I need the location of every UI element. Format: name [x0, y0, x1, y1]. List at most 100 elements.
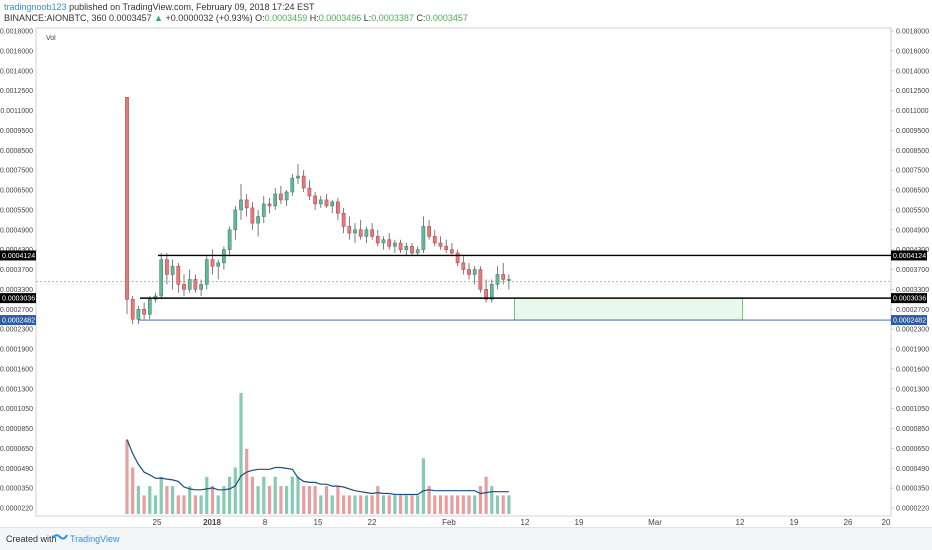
candle-body — [307, 187, 312, 197]
volume-bar — [182, 495, 186, 514]
y-tick-label-left: 0.0007500 — [0, 168, 33, 175]
volume-bar — [279, 486, 283, 514]
y-tick-label-right: 0.0000220 — [896, 506, 929, 513]
author-link[interactable]: tradingnoob123 — [4, 2, 67, 12]
candle-body — [136, 309, 141, 320]
volume-bar — [433, 495, 437, 514]
y-tick-label-left: 0.0018000 — [0, 29, 33, 36]
low-price-label: 0.0002482 — [893, 318, 926, 325]
y-tick-label-right: 0.0006500 — [896, 188, 929, 195]
volume-bar — [256, 486, 260, 514]
y-tick-label-left: 0.0011000 — [0, 108, 33, 115]
y-tick-label-left: 0.0000850 — [0, 426, 33, 433]
close-value: 0.0003457 — [425, 13, 468, 23]
volume-bar — [210, 486, 215, 514]
y-tick-label-left: 0.0012500 — [0, 88, 33, 95]
volume-bar — [336, 486, 340, 514]
y-tick-label-left: 0.0014000 — [0, 68, 33, 75]
volume-bar — [473, 495, 477, 514]
volume-bar — [370, 495, 374, 514]
volume-bar — [393, 495, 397, 514]
volume-bar — [461, 495, 465, 514]
volume-bar — [404, 495, 408, 514]
horizontal-levels[interactable]: 0.0004124 0.0004124 0.0003036 0.0003036 0.00… — [0, 250, 927, 326]
volume-bar — [444, 495, 448, 514]
open-label: O: — [255, 13, 265, 23]
chart-frame — [35, 27, 892, 517]
volume-bar — [131, 467, 135, 514]
candle-body — [261, 203, 266, 217]
support-zone-box — [514, 297, 743, 321]
y-tick-label-right: 0.0001600 — [896, 366, 929, 373]
publish-info: published on TradingView.com, February 0… — [66, 2, 315, 12]
y-tick-label-right: 0.0014000 — [896, 68, 929, 75]
support-price-label: 0.0003036 — [893, 296, 926, 303]
candle-body — [301, 175, 306, 189]
tradingview-brand[interactable]: TradingView — [70, 534, 120, 544]
y-tick-label-right: 0.0009500 — [896, 128, 929, 135]
x-tick-label: 22 — [368, 518, 377, 527]
y-tick-label-right: 0.0004900 — [896, 227, 929, 234]
y-tick-label-left: 0.0006500 — [0, 188, 33, 195]
volume-bar — [495, 495, 500, 514]
y-tick-label-right: 0.0003300 — [896, 287, 929, 294]
candle-body — [330, 201, 335, 207]
open-value: 0.0003459 — [264, 13, 308, 23]
y-tick-label-right: 0.0000490 — [896, 466, 929, 473]
candle-body — [489, 284, 494, 300]
candle-body — [222, 249, 226, 264]
volume-bar — [416, 495, 420, 514]
price-chart[interactable]: 0.0018000 0.0016000 0.0014000 0.0012500 0.00… — [0, 0, 932, 528]
candle-body — [495, 274, 500, 285]
volume-bar — [421, 458, 425, 514]
candle-body — [364, 229, 369, 237]
candle-body — [125, 97, 129, 300]
x-tick-label: Feb — [442, 518, 456, 527]
volume-bar — [228, 476, 232, 514]
candle-body — [472, 269, 477, 275]
volume-bar — [399, 495, 403, 514]
left-price-axis: 0.0018000 0.0016000 0.0014000 0.0012500 0.00… — [0, 29, 33, 513]
y-tick-label-right: 0.0016000 — [896, 48, 929, 55]
volume-bar — [319, 495, 323, 514]
change-arrow-icon: ▲ — [154, 13, 164, 23]
candle-body — [296, 175, 300, 179]
volume-bar — [484, 476, 488, 514]
volume-bar — [216, 495, 220, 514]
volume-bar — [313, 486, 317, 514]
volume-bar — [347, 495, 351, 514]
volume-bar — [376, 486, 380, 514]
volume-bar — [427, 486, 431, 514]
y-tick-label-left: 0.0002300 — [0, 327, 33, 334]
volume-bar — [456, 495, 460, 514]
support-zone[interactable] — [514, 297, 743, 321]
candle-body — [216, 262, 221, 267]
volume-bar — [285, 486, 289, 514]
tradingview-logo-icon — [52, 534, 68, 540]
y-tick-label-right: 0.0000350 — [896, 486, 929, 493]
volume-bar — [165, 486, 169, 514]
created-with-text: Created with — [6, 534, 57, 544]
candle-body — [507, 279, 511, 281]
high-value: 0.0003496 — [318, 13, 362, 23]
candle-body — [438, 242, 443, 247]
volume-bar — [307, 486, 311, 514]
y-tick-label-left: 0.0008500 — [0, 148, 33, 155]
candle-body — [176, 265, 181, 285]
volume-bar — [467, 495, 471, 514]
candle-body — [410, 246, 414, 254]
candle-body — [250, 207, 255, 224]
low-price-badge — [0, 315, 36, 326]
candle-body — [256, 216, 260, 224]
candle-body — [415, 249, 420, 254]
candle-body — [450, 249, 454, 254]
volume-bar — [381, 495, 386, 514]
support-price-badge — [0, 293, 36, 304]
volume-bar — [353, 495, 357, 514]
candle-body — [358, 229, 363, 237]
low-price-badge — [891, 315, 927, 326]
candle-body — [193, 279, 198, 290]
last-price: 0.0003457 — [109, 13, 152, 23]
candle-body — [432, 236, 437, 244]
candle-body — [370, 229, 374, 237]
